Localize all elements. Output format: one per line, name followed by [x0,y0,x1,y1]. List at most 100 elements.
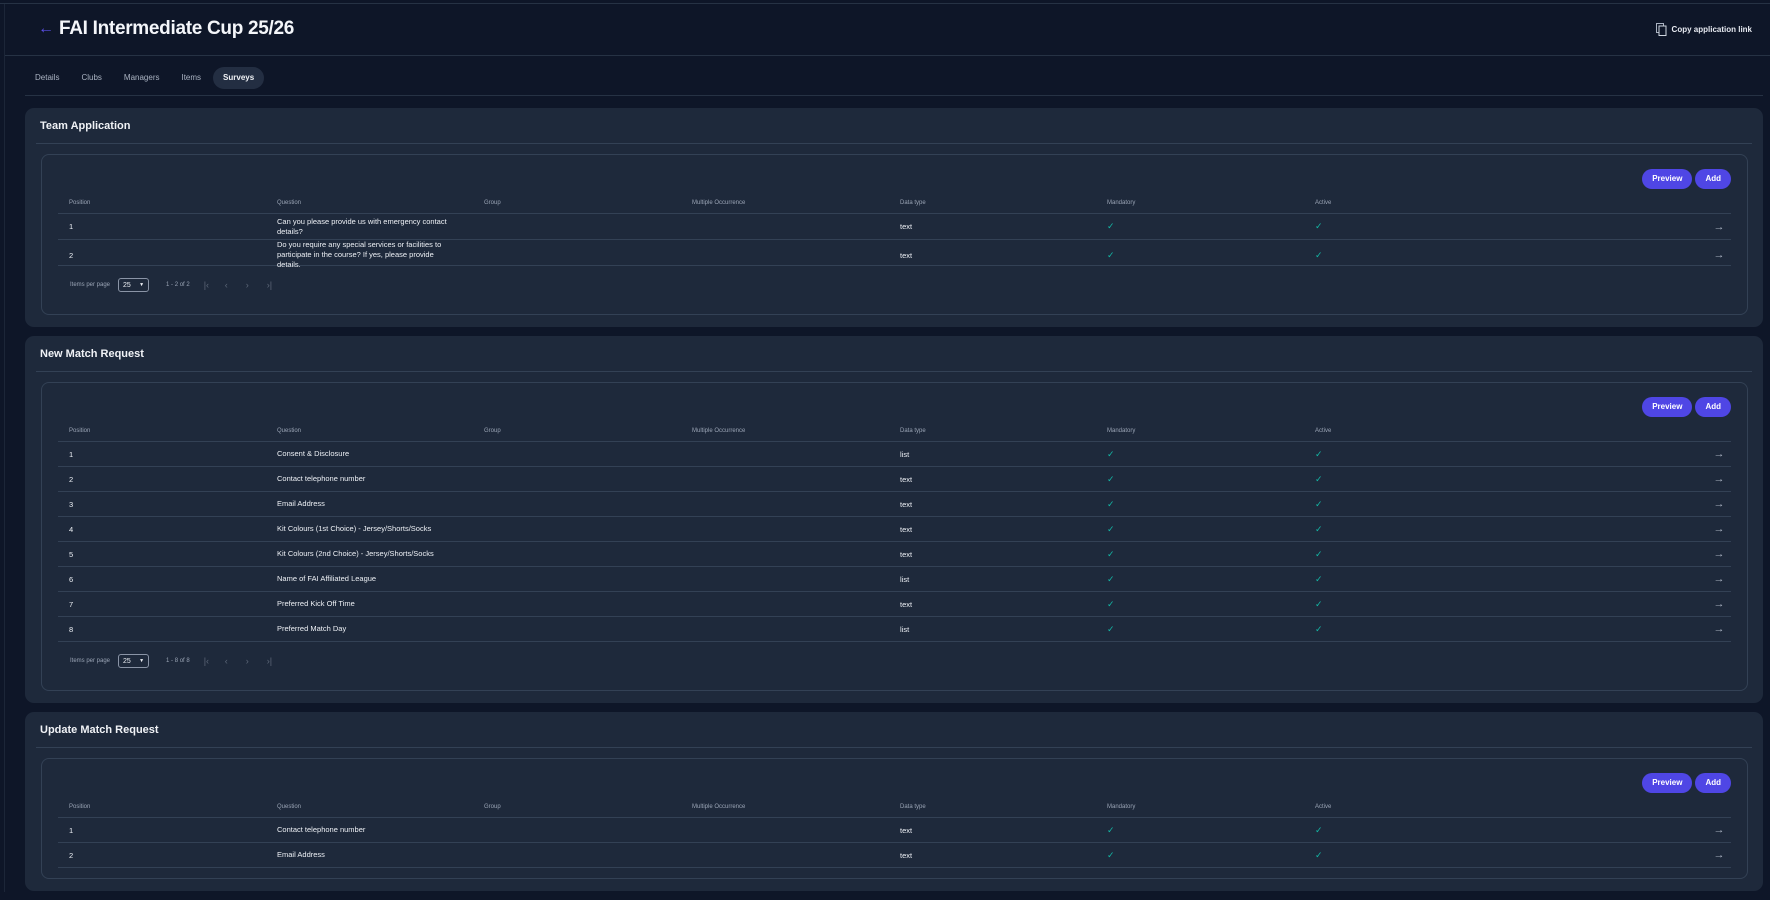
caret-down-icon: ▼ [139,282,145,288]
mandatory-check-icon: ✓ [1107,498,1115,509]
page-header: ← FAI Intermediate Cup 25/26 Copy applic… [5,4,1770,56]
items-per-page-value: 25 [123,281,131,289]
position-cell: 1 [69,449,74,459]
position-cell: 7 [69,599,74,609]
column-header[interactable]: Active [1315,427,1332,434]
column-header[interactable]: Position [69,199,91,206]
table-row[interactable]: 6 Name of FAI Affiliated League list ✓ ✓… [58,567,1731,592]
add-button[interactable]: Add [1695,169,1731,189]
column-header[interactable]: Group [484,199,501,206]
copy-application-link-button[interactable]: Copy application link [1655,23,1752,36]
mandatory-check-icon: ✓ [1107,548,1115,559]
last-page-icon[interactable]: ›| [266,280,273,290]
table-row[interactable]: 2 Contact telephone number text ✓ ✓ → [58,467,1731,492]
tab-surveys[interactable]: Surveys [213,67,265,89]
column-header[interactable]: Question [277,803,302,810]
column-header[interactable]: Position [69,427,91,434]
arrow-right-icon[interactable]: → [1713,220,1725,233]
data-type-cell: text [900,599,913,609]
first-page-icon[interactable]: |‹ [203,280,210,290]
items-per-page-select[interactable]: 25 ▼ [118,278,150,292]
tab-items[interactable]: Items [181,73,202,82]
table-row[interactable]: 7 Preferred Kick Off Time text ✓ ✓ → [58,592,1731,617]
column-header[interactable]: Data type [900,427,926,434]
last-page-icon[interactable]: ›| [266,656,273,666]
tab-clubs[interactable]: Clubs [81,73,102,82]
preview-button[interactable]: Preview [1642,169,1693,189]
arrow-right-icon[interactable]: → [1713,249,1725,261]
column-header[interactable]: Active [1315,803,1332,810]
previous-page-icon[interactable]: ‹ [224,656,228,666]
table-row[interactable]: 1 Consent & Disclosure list ✓ ✓ → [58,442,1731,467]
table-row[interactable]: 5 Kit Colours (2nd Choice) - Jersey/Shor… [58,542,1731,567]
tab-details[interactable]: Details [35,73,60,82]
arrow-right-icon[interactable]: → [1713,498,1725,510]
column-header[interactable]: Active [1315,199,1332,206]
table-row[interactable]: 8 Preferred Match Day list ✓ ✓ → [58,617,1731,642]
position-cell: 1 [69,222,74,231]
column-header[interactable]: Group [484,427,501,434]
arrow-right-icon[interactable]: → [1713,623,1725,635]
next-page-icon[interactable]: › [245,656,249,666]
active-check-icon: ✓ [1315,221,1323,231]
data-type-cell: list [900,624,910,634]
first-page-icon[interactable]: |‹ [203,656,210,666]
column-header[interactable]: Position [69,803,91,810]
question-cell: Kit Colours (2nd Choice) - Jersey/Shorts… [277,549,434,558]
arrow-right-icon[interactable]: → [1713,824,1725,836]
items-per-page-label: Items per page [70,282,111,288]
data-type-cell: text [900,549,913,559]
column-header[interactable]: Question [277,427,302,434]
tab-managers[interactable]: Managers [123,73,160,82]
question-cell: Email Address [277,499,325,508]
mandatory-check-icon: ✓ [1107,473,1115,484]
question-cell: Email Address [277,850,325,859]
preview-button[interactable]: Preview [1642,397,1693,417]
column-header[interactable]: Multiple Occurrence [692,803,746,810]
table-row[interactable]: 2 Do you require any special services or… [58,240,1731,269]
column-header[interactable]: Question [277,199,302,206]
add-button[interactable]: Add [1695,773,1731,793]
active-check-icon: ✓ [1315,249,1323,260]
column-header[interactable]: Multiple Occurrence [692,199,746,206]
preview-button[interactable]: Preview [1642,773,1693,793]
arrow-right-icon[interactable]: → [1713,523,1725,535]
active-check-icon: ✓ [1315,824,1323,835]
column-header[interactable]: Mandatory [1107,199,1136,206]
arrow-right-icon[interactable]: → [1713,548,1725,560]
top-divider [0,3,1770,4]
mandatory-check-icon: ✓ [1107,249,1115,260]
arrow-right-icon[interactable]: → [1713,598,1725,610]
table-row[interactable]: 3 Email Address text ✓ ✓ → [58,492,1731,517]
items-per-page-label: Items per page [70,658,111,664]
add-button[interactable]: Add [1695,397,1731,417]
table-header: Position Question Group Multiple Occurrence… [58,793,1731,818]
items-per-page-select[interactable]: 25 ▼ [118,654,150,668]
table-row[interactable]: 1 Can you please provide us with emergen… [58,214,1731,240]
mandatory-check-icon: ✓ [1107,573,1115,584]
table-row[interactable]: 2 Email Address text ✓ ✓ → [58,843,1731,868]
back-button[interactable]: ← [38,20,54,37]
question-cell: Preferred Kick Off Time [277,599,355,608]
copy-link-label: Copy application link [1671,25,1752,34]
column-header[interactable]: Data type [900,199,926,206]
column-header[interactable]: Data type [900,803,926,810]
position-cell: 2 [69,850,74,860]
table-row[interactable]: 1 Contact telephone number text ✓ ✓ → [58,818,1731,843]
caret-down-icon: ▼ [139,658,145,664]
column-header[interactable]: Multiple Occurrence [692,427,746,434]
previous-page-icon[interactable]: ‹ [224,280,228,290]
arrow-right-icon[interactable]: → [1713,448,1725,460]
arrow-right-icon[interactable]: → [1713,473,1725,485]
position-cell: 2 [69,250,74,260]
question-cell: Do you require any special services or f… [277,240,442,269]
question-cell: Contact telephone number [277,474,366,483]
column-header[interactable]: Mandatory [1107,427,1136,434]
table-row[interactable]: 4 Kit Colours (1st Choice) - Jersey/Shor… [58,517,1731,542]
column-header[interactable]: Group [484,803,501,810]
table-header: Position Question Group Multiple Occurrence… [58,189,1731,214]
arrow-right-icon[interactable]: → [1713,849,1725,861]
arrow-right-icon[interactable]: → [1713,573,1725,585]
column-header[interactable]: Mandatory [1107,803,1136,810]
next-page-icon[interactable]: › [245,280,249,290]
